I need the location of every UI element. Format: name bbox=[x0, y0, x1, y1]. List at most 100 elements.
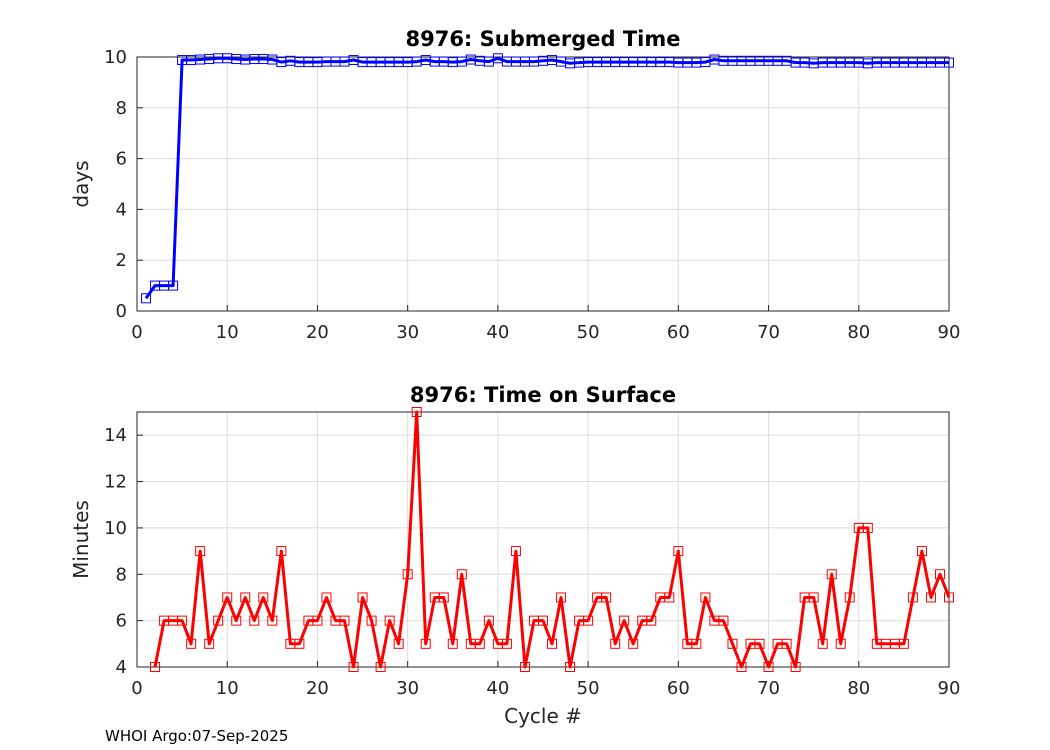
data-point bbox=[195, 546, 206, 557]
data-point bbox=[222, 592, 233, 603]
data-point bbox=[808, 592, 819, 603]
x-axis-label: Cycle # bbox=[504, 704, 582, 728]
data-point bbox=[826, 569, 837, 580]
x-tick-label: 70 bbox=[757, 322, 780, 343]
data-point bbox=[321, 592, 332, 603]
y-tick-label: 0 bbox=[116, 301, 127, 322]
data-point bbox=[944, 57, 954, 68]
data-point bbox=[646, 615, 657, 626]
data-point bbox=[231, 615, 242, 626]
x-tick-label: 60 bbox=[667, 678, 690, 699]
data-point bbox=[547, 638, 558, 649]
data-point bbox=[736, 662, 747, 672]
y-tick-label: 12 bbox=[104, 472, 127, 493]
data-point bbox=[556, 592, 567, 603]
data-point bbox=[204, 638, 215, 649]
surface-time-plot: 0 10 20 30 40 50 60 70 80 90 4 6 8 10 12 14 8976: Time o… bbox=[69, 383, 960, 728]
data-point bbox=[944, 592, 954, 603]
data-point bbox=[907, 592, 918, 603]
data-point bbox=[790, 662, 801, 672]
x-tick-label: 80 bbox=[847, 322, 870, 343]
data-point bbox=[402, 569, 413, 580]
chart-title: 8976: Submerged Time bbox=[405, 27, 680, 51]
data-point bbox=[384, 615, 395, 626]
data-point bbox=[483, 615, 494, 626]
x-tick-label: 80 bbox=[847, 678, 870, 699]
data-point bbox=[664, 592, 675, 603]
y-axis-label: days bbox=[69, 160, 93, 207]
data-point bbox=[447, 638, 458, 649]
data-point bbox=[339, 615, 350, 626]
y-tick-label: 8 bbox=[116, 564, 127, 585]
y-tick-label: 4 bbox=[116, 199, 127, 220]
data-point bbox=[267, 615, 278, 626]
x-tick-label: 0 bbox=[131, 678, 142, 699]
data-point bbox=[177, 615, 188, 626]
data-point bbox=[348, 662, 359, 672]
data-point bbox=[213, 615, 224, 626]
series-line bbox=[153, 410, 951, 669]
x-tick-label: 50 bbox=[577, 678, 600, 699]
y-axis-label: Minutes bbox=[69, 500, 93, 579]
data-point bbox=[357, 592, 368, 603]
x-tick-label: 30 bbox=[396, 678, 419, 699]
data-point bbox=[519, 662, 530, 672]
data-point bbox=[501, 638, 512, 649]
data-point bbox=[619, 615, 630, 626]
chart-title: 8976: Time on Surface bbox=[410, 383, 676, 407]
data-point bbox=[727, 638, 738, 649]
data-point bbox=[862, 522, 873, 533]
data-point bbox=[249, 615, 260, 626]
data-point bbox=[150, 662, 161, 672]
y-tick-label: 6 bbox=[116, 611, 127, 632]
y-tick-label: 10 bbox=[104, 47, 127, 68]
data-point bbox=[763, 662, 774, 672]
data-point bbox=[375, 662, 386, 672]
data-point bbox=[700, 592, 711, 603]
data-point bbox=[673, 546, 684, 557]
data-point bbox=[510, 546, 521, 557]
footer-label: WHOI Argo:07-Sep-2025 bbox=[105, 727, 288, 745]
data-point bbox=[411, 407, 422, 417]
y-tick-label: 14 bbox=[104, 425, 127, 446]
data-point bbox=[754, 638, 765, 649]
data-point bbox=[583, 615, 594, 626]
y-tick-label: 10 bbox=[104, 518, 127, 539]
x-tick-label: 90 bbox=[938, 322, 961, 343]
data-point bbox=[718, 615, 729, 626]
data-point bbox=[628, 638, 639, 649]
x-tick-label: 50 bbox=[577, 322, 600, 343]
data-point bbox=[474, 638, 485, 649]
data-point bbox=[258, 592, 269, 603]
data-point bbox=[393, 638, 404, 649]
data-point bbox=[916, 546, 927, 557]
y-tick-label: 8 bbox=[116, 98, 127, 119]
data-point bbox=[456, 569, 467, 580]
x-tick-label: 30 bbox=[396, 322, 419, 343]
data-point bbox=[168, 280, 179, 291]
data-point bbox=[691, 638, 702, 649]
data-point bbox=[781, 638, 792, 649]
x-tick-label: 20 bbox=[306, 322, 329, 343]
data-point bbox=[141, 293, 152, 304]
data-point bbox=[294, 638, 305, 649]
plot-border bbox=[136, 56, 950, 312]
plot-area bbox=[136, 411, 950, 668]
data-point bbox=[898, 638, 909, 649]
data-point bbox=[835, 638, 846, 649]
data-point bbox=[844, 592, 855, 603]
data-point bbox=[565, 662, 576, 672]
y-tick-label: 6 bbox=[116, 149, 127, 170]
x-tick-label: 10 bbox=[216, 322, 239, 343]
data-point bbox=[420, 638, 431, 649]
x-tick-label: 90 bbox=[938, 678, 961, 699]
data-point bbox=[925, 592, 936, 603]
y-tick-label: 4 bbox=[116, 657, 127, 678]
y-tick-label: 2 bbox=[116, 250, 127, 271]
x-tick-label: 10 bbox=[216, 678, 239, 699]
data-point bbox=[240, 592, 251, 603]
data-point bbox=[934, 569, 945, 580]
plot-area bbox=[136, 56, 950, 312]
data-point bbox=[538, 615, 548, 626]
